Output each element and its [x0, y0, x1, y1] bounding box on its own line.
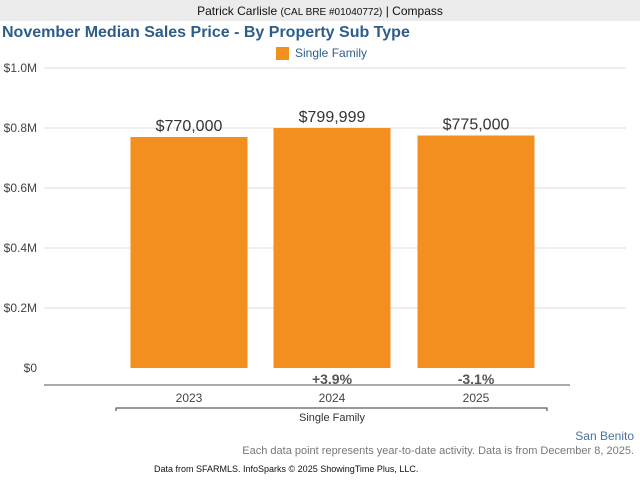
agent-brokerage: | Compass — [385, 4, 443, 18]
data-source: Data from SFARMLS. InfoSparks © 2025 Sho… — [154, 464, 419, 474]
x-tick-label: 2023 — [176, 391, 203, 405]
bar — [273, 128, 391, 368]
agent-license: (CAL BRE #01040772) — [280, 7, 383, 18]
change-label: -3.1% — [458, 371, 495, 387]
chart-legend[interactable]: Single Family — [276, 46, 367, 60]
bar-value-label: $799,999 — [299, 109, 366, 126]
bar-chart: $0 $0.2M $0.4M $0.6M $0.8M $1.0M $770,000 2023 $… — [4, 61, 626, 424]
change-label: +3.9% — [312, 371, 353, 387]
y-tick-label: $0.8M — [4, 121, 37, 135]
group-bracket — [115, 407, 548, 411]
chart-title: November Median Sales Price - By Propert… — [2, 24, 410, 41]
bar-value-label: $775,000 — [443, 117, 510, 134]
x-tick-label: 2025 — [463, 391, 490, 405]
legend-label: Single Family — [295, 46, 368, 60]
bar — [130, 137, 248, 368]
data-note: Each data point represents year-to-date … — [242, 445, 634, 457]
y-tick-label: $0.6M — [4, 181, 37, 195]
y-tick-label: $0 — [24, 361, 38, 375]
y-tick-label: $0.2M — [4, 301, 37, 315]
y-tick-label: $0.4M — [4, 241, 37, 255]
region-label[interactable]: San Benito — [575, 429, 634, 443]
bar-value-label: $770,000 — [156, 118, 223, 135]
bar — [417, 135, 535, 368]
legend-swatch — [276, 46, 289, 60]
y-tick-label: $1.0M — [4, 61, 37, 75]
agent-header: Patrick Carlisle (CAL BRE #01040772) | C… — [0, 0, 640, 21]
group-label: Single Family — [299, 412, 366, 424]
agent-name: Patrick Carlisle — [197, 4, 278, 18]
x-tick-label: 2024 — [319, 391, 346, 405]
